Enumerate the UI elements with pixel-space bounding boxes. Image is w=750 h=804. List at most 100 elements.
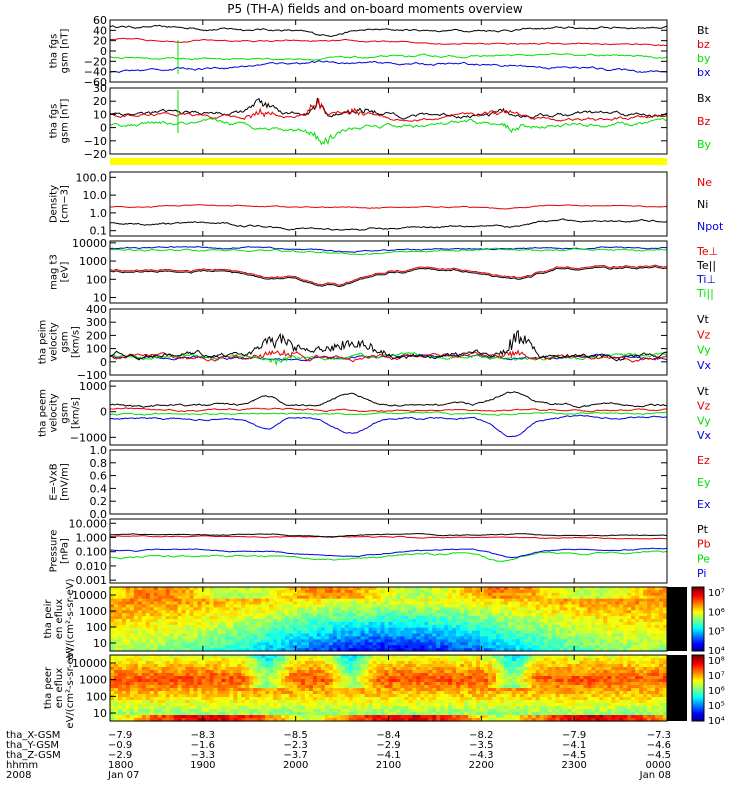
peir-vel-axis-tick-label: 0 xyxy=(100,356,107,369)
series-ni xyxy=(110,219,667,230)
pressure-legend-pt: Pt xyxy=(697,523,709,536)
efield-axis-tick-label: 0.2 xyxy=(90,495,108,508)
panel-density-frame xyxy=(110,172,667,236)
fgs-zoom-axis-tick-label: 20 xyxy=(93,95,107,108)
density-ylabel: [cm−3] xyxy=(60,185,71,223)
density-tick-label: 100.0 xyxy=(76,171,108,184)
pressure-tick-label: 10.000 xyxy=(69,517,108,530)
series-bz-zoom xyxy=(110,99,667,121)
plot-title: P5 (TH-A) fields and on-board moments ov… xyxy=(227,2,523,16)
peir-spec-tick-label: 1000 xyxy=(79,605,107,618)
efield-axis-tick-label: 0.4 xyxy=(90,482,108,495)
efield-ylabel: E=-VxB xyxy=(49,463,60,500)
peir-spec-ylabel: tha peir xyxy=(43,599,54,639)
fgs-zoom-axis-tick-label: −10 xyxy=(84,135,107,148)
efield-legend-ez: Ez xyxy=(697,454,710,467)
peir-vel-ylabel: [km/s] xyxy=(71,326,82,358)
density-tick-label: 1.0 xyxy=(90,207,108,220)
peer-vel-legend-vx: Vx xyxy=(697,429,712,442)
density-tick-label: 0.1 xyxy=(90,225,108,238)
series-bx xyxy=(110,61,667,73)
panel-efield-frame xyxy=(110,450,667,514)
temp-legend-ti⊥: Ti⊥ xyxy=(696,273,716,286)
peir-spec-tick-label: 10 xyxy=(93,637,107,650)
fgs-zoom-axis-tick-label: 30 xyxy=(93,82,107,95)
series-vy-peer xyxy=(110,412,667,416)
density-tick-label: 10.0 xyxy=(83,189,108,202)
density-legend-npot: Npot xyxy=(697,220,724,233)
series-ne xyxy=(110,205,667,209)
peir-colorbar-label: 10⁵ xyxy=(708,627,725,638)
temp-legend-ti||: Ti|| xyxy=(696,287,714,300)
temp-ylabel: mag t3 xyxy=(49,254,60,290)
peer-vel-tick-label: −1000 xyxy=(70,431,107,444)
series-pe xyxy=(110,551,667,561)
peer-vel-legend-vz: Vz xyxy=(697,400,711,413)
peir-colorbar-label: 10⁷ xyxy=(708,588,725,599)
peir-vel-legend-vy: Vy xyxy=(697,344,711,357)
peir-spec-ylabel: eV/(cm²-s-sr-eV) xyxy=(65,578,76,659)
fgs-zoom-ylabel: tha fgs xyxy=(49,104,60,139)
series-vx-peer xyxy=(110,415,667,436)
panel-peir-vel-frame xyxy=(110,309,667,375)
fgs-ylabel: tha fgs xyxy=(49,34,60,69)
efield-axis-tick-label: 0.8 xyxy=(90,457,108,470)
peir-vel-ylabel: tha peim xyxy=(38,320,49,365)
pressure-tick-label: 0.100 xyxy=(76,546,108,559)
peer-vel-legend-vy: Vy xyxy=(697,414,711,427)
pressure-ylabel: Pressure xyxy=(49,530,60,573)
peir-spec-ylabel: en eflux xyxy=(54,599,65,639)
temp-tick-label: 10000 xyxy=(72,237,107,250)
series-bx-zoom xyxy=(110,98,667,119)
series-bz xyxy=(110,38,667,46)
peer-vel-ylabel: velocity xyxy=(49,393,60,432)
temp-tick-label: 100 xyxy=(86,273,107,286)
fgs-zoom-legend-bz: Bz xyxy=(697,115,711,128)
peer-vel-legend-vt: Vt xyxy=(697,385,710,398)
efield-ylabel: [mV/m] xyxy=(60,463,71,501)
series-ti-par xyxy=(110,248,667,255)
fgs-legend-bt: Bt xyxy=(697,24,710,37)
fgs-zoom-legend-by: By xyxy=(697,138,712,151)
temp-tick-label: 1000 xyxy=(79,255,107,268)
peir-spec-tick-label: 10000 xyxy=(72,589,107,602)
fgs-legend-bx: bx xyxy=(697,66,711,79)
fgs-legend-bz: bz xyxy=(697,38,710,51)
efield-legend-ey: Ey xyxy=(697,476,711,489)
series-vt-peer xyxy=(110,392,667,408)
peir-vel-axis-tick-label: 100 xyxy=(86,343,107,356)
pressure-legend-pe: Pe xyxy=(697,552,710,565)
peir-colorbar-label: 10⁶ xyxy=(708,607,725,618)
temp-ylabel: [eV] xyxy=(60,262,71,283)
fgs-zoom-axis-tick-label: 10 xyxy=(93,108,107,121)
peir-vel-axis-tick-label: 300 xyxy=(86,316,107,329)
series-bt xyxy=(110,25,667,36)
peir-vel-legend-vx: Vx xyxy=(697,359,712,372)
series-by xyxy=(110,54,667,61)
peir-vel-axis-tick-label: 200 xyxy=(86,329,107,342)
peir-vel-legend-vz: Vz xyxy=(697,328,711,341)
fgs-zoom-legend-bx: Bx xyxy=(697,92,712,105)
series-te-perp xyxy=(110,265,667,285)
pressure-tick-label: 1.000 xyxy=(76,531,108,544)
peer-vel-ylabel: tha peem xyxy=(38,389,49,437)
efield-axis-tick-label: 0.6 xyxy=(90,470,108,483)
peer-vel-ylabel: [km/s] xyxy=(71,397,82,429)
peir-spectrogram xyxy=(110,587,668,652)
peer-vel-ylabel: gsm xyxy=(60,402,71,423)
peir-vel-ylabel: velocity xyxy=(49,322,60,361)
peer-spectrogram xyxy=(110,655,668,722)
series-te-par xyxy=(110,267,667,287)
fgs-zoom-ylabel: gsm [nT] xyxy=(60,99,71,144)
state-bar xyxy=(110,158,667,165)
fgs-legend-by: by xyxy=(697,52,711,65)
temp-legend-te⊥: Te⊥ xyxy=(696,245,718,258)
peer-vel-tick-label: 0 xyxy=(100,406,107,419)
fgs-ylabel: gsm [nT] xyxy=(60,29,71,74)
efield-legend-ex: Ex xyxy=(697,498,711,511)
fgs-zoom-axis-tick-label: 0 xyxy=(100,122,107,135)
peir-fill-gap xyxy=(667,587,687,651)
peir-vel-legend-vt: Vt xyxy=(697,313,710,326)
